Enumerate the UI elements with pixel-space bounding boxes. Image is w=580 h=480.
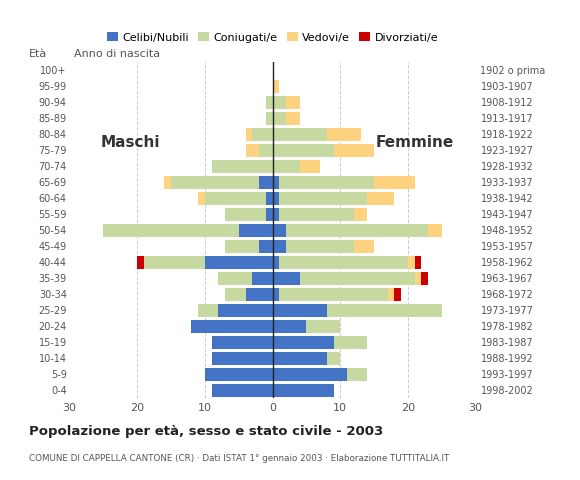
Bar (273, 240, 286, 252)
Bar (273, 160, 300, 173)
Bar (367, 192, 394, 204)
Bar (259, 240, 273, 252)
Bar (144, 256, 205, 269)
Bar (259, 144, 273, 156)
Bar (334, 144, 374, 156)
Bar (327, 128, 361, 141)
Text: Femmine: Femmine (376, 135, 454, 150)
Bar (300, 160, 320, 173)
Bar (205, 192, 266, 204)
Bar (286, 224, 428, 237)
Bar (273, 192, 280, 204)
Bar (212, 160, 273, 173)
Bar (273, 224, 286, 237)
Bar (286, 112, 300, 125)
Bar (266, 112, 273, 125)
Bar (245, 144, 259, 156)
Bar (273, 320, 306, 333)
Bar (354, 240, 374, 252)
Bar (273, 384, 333, 396)
Bar (212, 336, 273, 348)
Text: Popolazione per età, sesso e stato civile - 2003: Popolazione per età, sesso e stato civil… (29, 425, 383, 438)
Bar (280, 288, 387, 300)
Bar (198, 192, 205, 204)
Bar (327, 304, 442, 317)
Bar (252, 128, 273, 141)
Bar (239, 224, 273, 237)
Bar (137, 256, 144, 269)
Bar (266, 96, 273, 108)
Bar (394, 288, 401, 300)
Bar (422, 272, 428, 285)
Bar (387, 288, 394, 300)
Text: Età: Età (29, 49, 47, 59)
Bar (280, 208, 354, 221)
Bar (225, 208, 266, 221)
Bar (273, 128, 327, 141)
Bar (273, 96, 286, 108)
Bar (252, 272, 273, 285)
Bar (273, 80, 280, 93)
Text: Anno di nascita: Anno di nascita (74, 49, 160, 59)
Bar (280, 192, 367, 204)
Bar (273, 304, 327, 317)
Bar (415, 272, 422, 285)
Bar (347, 368, 367, 381)
Bar (280, 176, 374, 189)
Bar (273, 256, 280, 269)
Bar (273, 144, 333, 156)
Bar (408, 256, 415, 269)
Bar (205, 256, 273, 269)
Bar (286, 96, 300, 108)
Bar (219, 304, 273, 317)
Bar (300, 272, 415, 285)
Bar (273, 352, 327, 365)
Legend: Celibi/Nubili, Coniugati/e, Vedovi/e, Divorziati/e: Celibi/Nubili, Coniugati/e, Vedovi/e, Di… (103, 28, 443, 47)
Bar (286, 240, 354, 252)
Bar (171, 176, 259, 189)
Bar (219, 272, 252, 285)
Bar (225, 288, 245, 300)
Bar (212, 352, 273, 365)
Bar (280, 256, 408, 269)
Bar (225, 240, 259, 252)
Bar (103, 224, 239, 237)
Bar (191, 320, 273, 333)
Bar (273, 336, 333, 348)
Bar (273, 208, 280, 221)
Text: Maschi: Maschi (101, 135, 160, 150)
Bar (273, 272, 300, 285)
Bar (266, 192, 273, 204)
Bar (266, 208, 273, 221)
Text: COMUNE DI CAPPELLA CANTONE (CR) · Dati ISTAT 1° gennaio 2003 · Elaborazione TUTT: COMUNE DI CAPPELLA CANTONE (CR) · Dati I… (29, 454, 450, 463)
Bar (198, 304, 219, 317)
Bar (212, 384, 273, 396)
Bar (334, 336, 367, 348)
Bar (273, 176, 280, 189)
Bar (354, 208, 367, 221)
Bar (164, 176, 171, 189)
Bar (415, 256, 422, 269)
Bar (306, 320, 340, 333)
Bar (245, 128, 252, 141)
Bar (273, 112, 286, 125)
Bar (273, 288, 280, 300)
Bar (428, 224, 442, 237)
Bar (327, 352, 340, 365)
Bar (374, 176, 415, 189)
Bar (273, 368, 347, 381)
Bar (245, 288, 273, 300)
Bar (205, 368, 273, 381)
Bar (259, 176, 273, 189)
